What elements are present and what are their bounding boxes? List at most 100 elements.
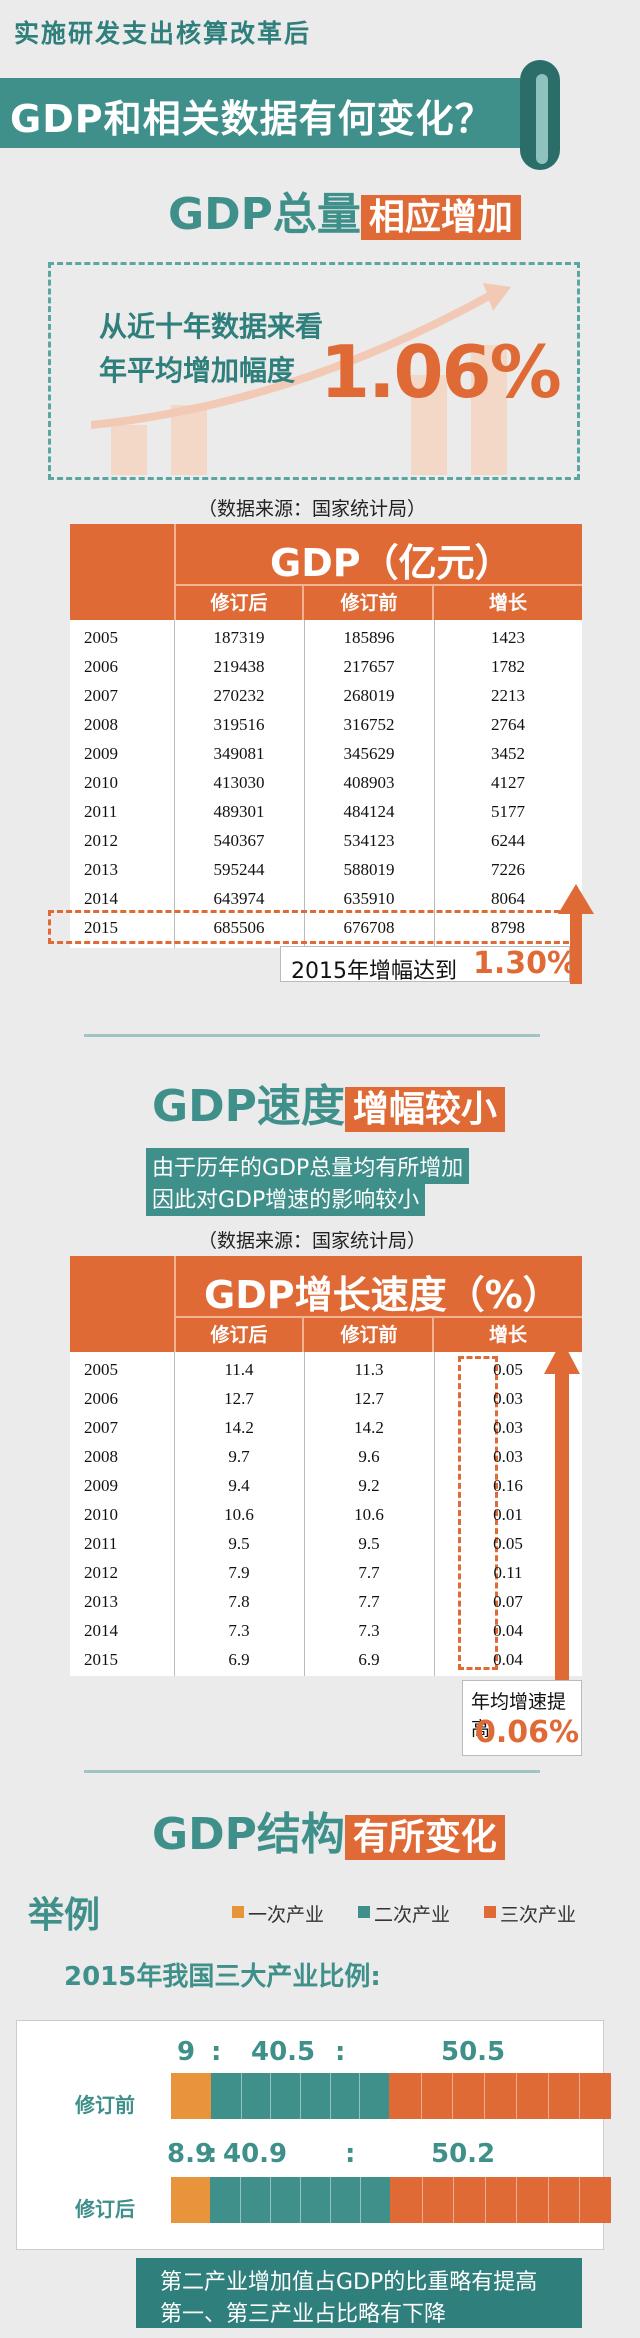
- cell-diff: 8064: [491, 889, 525, 908]
- after-sep1: :: [207, 2139, 218, 2169]
- after-label: 修订后: [75, 2197, 135, 2221]
- callout-line2: 年平均增加幅度: [99, 354, 296, 387]
- cell-after: 7.3: [228, 1621, 250, 1640]
- cell-year: 2010: [84, 773, 118, 792]
- legend-secondary: 二次产业: [374, 1904, 451, 1926]
- bar-grid-line: [484, 2073, 485, 2119]
- section2-title-b: 增幅较小: [344, 1087, 505, 1132]
- legend-secondary-swatch: [358, 1906, 370, 1918]
- note-2015: 2015年增幅达到 1.30%: [280, 946, 577, 984]
- bar-grid-line: [241, 2073, 242, 2119]
- cell-after: 595244: [213, 860, 265, 879]
- cell-year: 2013: [84, 860, 118, 879]
- cell-before: 217657: [343, 657, 395, 676]
- cell-before: 9.5: [358, 1534, 380, 1553]
- after-secondary-num: 40.9: [223, 2139, 288, 2169]
- cell-diff: 8798: [491, 918, 525, 937]
- bar-grid-line: [453, 2177, 454, 2223]
- cell-diff: 0.03: [493, 1447, 523, 1466]
- cell-diff: 0.03: [493, 1389, 523, 1408]
- before-secondary-segment: [211, 2073, 389, 2119]
- section1-title-a: GDP总量: [168, 189, 361, 240]
- after-tertiary-num: 50.2: [431, 2139, 496, 2169]
- col-after: 修订后: [210, 1324, 268, 1346]
- note-2015-text: 2015年增幅达到: [291, 959, 457, 984]
- cell-year: 2014: [84, 889, 118, 908]
- cell-after: 11.4: [224, 1360, 254, 1379]
- cell-before: 10.6: [354, 1505, 384, 1524]
- cell-before: 14.2: [354, 1418, 384, 1437]
- cell-diff: 0.05: [493, 1534, 523, 1553]
- section-divider: [84, 1034, 540, 1037]
- before-primary-segment: [171, 2073, 211, 2119]
- cell-before: 635910: [343, 889, 395, 908]
- cell-year: 2011: [84, 802, 118, 821]
- ratio-panel: 9 : 40.5 : 50.5 修订前 8.9 : 40.9 : 50.2 修订…: [16, 2020, 611, 2250]
- cell-after: 7.8: [228, 1592, 250, 1611]
- before-sep1: :: [211, 2037, 222, 2067]
- bg-bar-icon: [471, 345, 507, 475]
- cell-year: 2007: [84, 1418, 118, 1437]
- bar-grid-line: [330, 2177, 331, 2223]
- cell-year: 2009: [84, 744, 118, 763]
- bar-grid-line: [516, 2073, 517, 2119]
- bar-grid-line: [579, 2177, 580, 2223]
- cell-year: 2011: [84, 1534, 118, 1553]
- page-title: GDP和相关数据有何变化？: [10, 97, 494, 141]
- example-label: 举例: [28, 1895, 101, 1936]
- cell-before: 588019: [343, 860, 395, 879]
- cell-year: 2006: [84, 1389, 118, 1408]
- cell-after: 6.9: [228, 1650, 250, 1669]
- cell-after: 270232: [213, 686, 265, 705]
- cell-year: 2010: [84, 1505, 118, 1524]
- cell-before: 676708: [343, 918, 395, 937]
- cell-before: 12.7: [354, 1389, 384, 1408]
- section1-title-b: 相应增加: [360, 195, 521, 240]
- cell-after: 12.7: [224, 1389, 254, 1408]
- cell-year: 2007: [84, 686, 118, 705]
- after-primary-num: 8.9: [167, 2139, 214, 2169]
- col-diff: 增长: [488, 1324, 527, 1346]
- up-arrow-icon: [558, 884, 594, 984]
- source-label-1: （数据来源：国家统计局）: [198, 498, 427, 520]
- summary-line1: 第二产业增加值占GDP的比重略有提高: [160, 2270, 538, 2295]
- cell-after: 489301: [213, 802, 265, 821]
- cell-after: 7.9: [228, 1563, 250, 1582]
- section-divider: [84, 1770, 540, 1773]
- section2-title-a: GDP速度: [152, 1081, 345, 1132]
- bar-grid-line: [452, 2073, 453, 2119]
- col-divider: [304, 1352, 305, 1676]
- header-divider: [174, 1316, 582, 1318]
- ratio-subtitle: 2015年我国三大产业比例:: [64, 1962, 381, 1992]
- bg-bar-icon: [171, 405, 207, 475]
- cell-diff: 0.05: [493, 1360, 523, 1379]
- cell-diff: 0.07: [493, 1592, 523, 1611]
- row-2015-highlight: [48, 910, 578, 944]
- cell-diff: 1782: [491, 657, 525, 676]
- cell-diff: 2764: [491, 715, 525, 734]
- cell-before: 7.7: [358, 1592, 380, 1611]
- legend-tertiary-swatch: [484, 1906, 496, 1918]
- cell-before: 268019: [343, 686, 395, 705]
- cell-diff: 3452: [491, 744, 525, 763]
- col-divider: [174, 1352, 175, 1676]
- cell-after: 219438: [213, 657, 265, 676]
- section2-sub1: 由于历年的GDP总量均有所增加: [146, 1148, 470, 1184]
- col-divider: [302, 586, 304, 620]
- scroll-decoration-inner: [536, 74, 548, 164]
- col-before: 修订前: [340, 1324, 398, 1346]
- header-divider: [174, 584, 582, 586]
- col-divider: [434, 1352, 435, 1676]
- col-divider: [304, 620, 305, 948]
- before-sep2: :: [335, 2037, 346, 2067]
- cell-diff: 0.04: [493, 1650, 523, 1669]
- bg-bar-icon: [111, 425, 147, 475]
- cell-after: 14.2: [224, 1418, 254, 1437]
- gdp-growth-table: GDP增长速度（%） 修订后 修订前 增长 2005 11.4 11.3 0.05 20…: [70, 1256, 582, 1676]
- section3-title-b: 有所变化: [344, 1815, 505, 1860]
- source-label-2: （数据来源：国家统计局）: [198, 1230, 427, 1252]
- cell-after: 540367: [213, 831, 265, 850]
- cell-year: 2005: [84, 628, 118, 647]
- cell-after: 319516: [213, 715, 265, 734]
- before-secondary-num: 40.5: [251, 2037, 316, 2067]
